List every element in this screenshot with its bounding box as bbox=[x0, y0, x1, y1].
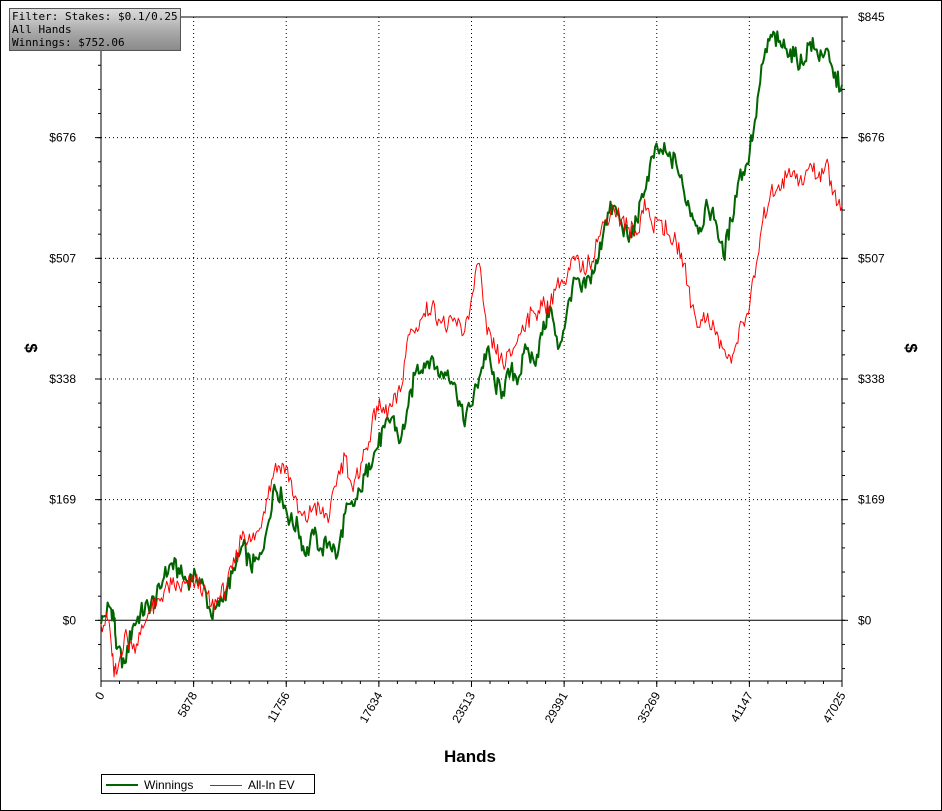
legend-label-winnings: Winnings bbox=[144, 778, 194, 792]
legend-label-all-in-ev: All-In EV bbox=[248, 778, 295, 792]
legend-swatch-all-in-ev bbox=[210, 784, 242, 786]
y-tick-label-right: $507 bbox=[858, 251, 885, 265]
y-tick-label-right: $338 bbox=[858, 372, 885, 386]
y-axis-title-right: $ bbox=[902, 343, 921, 353]
x-tick-label: 29391 bbox=[542, 689, 571, 725]
y-tick-label-left: $0 bbox=[63, 613, 77, 627]
y-tick-label-left: $338 bbox=[49, 372, 76, 386]
axes: $845$845$676$676$507$507$338$338$169$169… bbox=[49, 10, 885, 725]
chart-legend: Winnings All-In EV bbox=[101, 774, 315, 794]
y-tick-label-left: $169 bbox=[49, 493, 76, 507]
x-tick-label: 41147 bbox=[728, 689, 757, 724]
x-axis-title: Hands bbox=[444, 747, 496, 766]
grid bbox=[101, 16, 842, 681]
series-line-all-in-ev bbox=[100, 158, 843, 678]
legend-item-all-in-ev: All-In EV bbox=[210, 778, 295, 792]
x-tick-label: 11756 bbox=[264, 689, 293, 724]
y-axis-title-left: $ bbox=[22, 343, 41, 353]
filter-line-stakes: Filter: Stakes: $0.1/0.25 NL bbox=[12, 10, 181, 23]
y-tick-label-left: $507 bbox=[49, 251, 76, 265]
x-tick-label: 17634 bbox=[357, 689, 386, 725]
filter-line-winnings: Winnings: $752.06 bbox=[12, 36, 125, 49]
legend-swatch-winnings bbox=[106, 784, 138, 786]
y-tick-label-right: $0 bbox=[858, 613, 872, 627]
x-tick-label: 47025 bbox=[820, 689, 849, 725]
y-tick-label-right: $169 bbox=[858, 493, 885, 507]
x-tick-label: 0 bbox=[92, 689, 108, 702]
y-tick-label-left: $676 bbox=[49, 131, 76, 145]
x-tick-label: 23513 bbox=[449, 689, 478, 725]
legend-item-winnings: Winnings bbox=[106, 778, 193, 792]
series-line-winnings bbox=[100, 30, 843, 669]
filter-line-hands: All Hands bbox=[12, 23, 72, 36]
x-tick-label: 35269 bbox=[635, 689, 664, 725]
y-tick-label-right: $845 bbox=[858, 10, 885, 24]
x-tick-label: 5878 bbox=[175, 689, 201, 719]
y-tick-label-right: $676 bbox=[858, 131, 885, 145]
filter-summary-box: Filter: Stakes: $0.1/0.25 NL All Hands W… bbox=[9, 8, 181, 51]
series bbox=[100, 30, 843, 678]
